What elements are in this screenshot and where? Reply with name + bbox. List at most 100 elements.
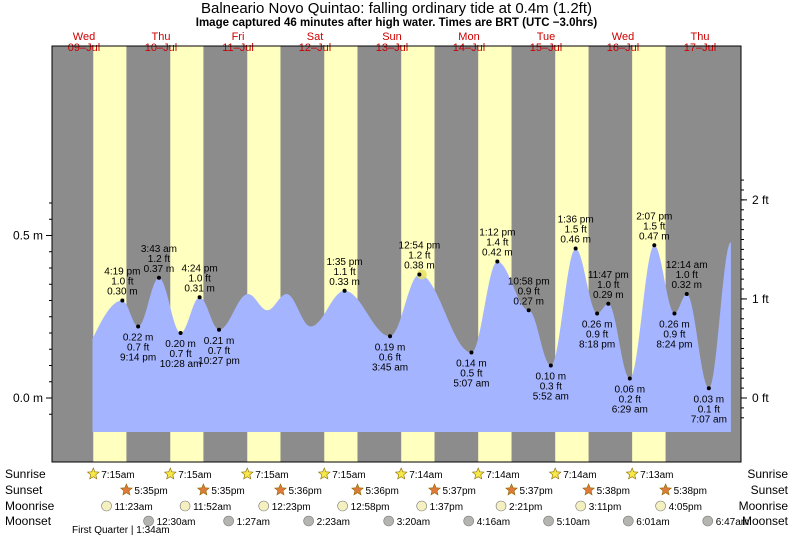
sunset-row-label-right: Sunset — [751, 483, 789, 497]
extreme-dot — [652, 243, 657, 248]
extreme-ft: 1.5 ft — [643, 221, 665, 232]
extreme-time: 8:24 pm — [656, 340, 692, 351]
extreme-time: 5:52 am — [533, 392, 569, 403]
extreme-dot — [706, 386, 711, 391]
extreme-ft: 1.2 ft — [408, 251, 430, 262]
extreme-m: 0.21 m — [204, 336, 235, 347]
sunrise-icon — [86, 467, 100, 480]
extreme-time: 10:28 am — [160, 359, 202, 370]
moonset-time: 2:23am — [317, 517, 350, 528]
extreme-dot — [469, 350, 474, 355]
moonrise-time: 12:23pm — [272, 502, 311, 513]
moonrise-icon — [416, 500, 427, 512]
day-name: Fri — [232, 31, 245, 43]
chart-subtitle: Image captured 46 minutes after high wat… — [196, 17, 598, 29]
y-tick-label-right: 2 ft — [752, 193, 769, 207]
sunset-icon — [582, 483, 596, 496]
extreme-dot — [573, 246, 578, 251]
day-date: 13–Jul — [376, 42, 408, 54]
moonset-time: 4:16am — [477, 517, 510, 528]
day-name: Thu — [691, 31, 710, 43]
extreme-dot — [548, 363, 553, 368]
sunset-time: 5:36pm — [288, 486, 321, 497]
sunrise-time: 7:15am — [178, 470, 211, 481]
extreme-ft: 1.4 ft — [486, 238, 508, 249]
extreme-m: 0.32 m — [671, 280, 702, 291]
extreme-m: 0.26 m — [659, 320, 690, 331]
sunrise-icon — [163, 467, 177, 480]
extreme-dot — [672, 311, 677, 316]
extreme-time: 7:07 am — [691, 414, 727, 425]
extreme-time: 5:07 am — [453, 379, 489, 390]
sunset-icon — [428, 483, 441, 496]
extreme-time: 9:14 pm — [120, 353, 156, 364]
moonrise-icon — [655, 500, 666, 512]
extreme-m: 0.47 m — [639, 231, 670, 242]
day-date: 09–Jul — [68, 42, 100, 54]
moonset-icon — [702, 515, 714, 527]
sunset-row-label-left: Sunset — [5, 483, 43, 497]
extreme-ft: 0.7 ft — [169, 349, 191, 360]
extreme-time: 1:36 pm — [558, 215, 594, 226]
extreme-dot — [606, 301, 611, 306]
extreme-time: 8:18 pm — [579, 340, 615, 351]
extreme-m: 0.03 m — [694, 394, 725, 405]
moonrise-icon — [337, 500, 348, 512]
sunrise-time: 7:15am — [332, 470, 365, 481]
sunset-time: 5:35pm — [211, 486, 244, 497]
extreme-ft: 0.2 ft — [619, 395, 641, 406]
sunset-icon — [119, 483, 133, 496]
sunrise-icon — [240, 467, 254, 480]
day-name: Mon — [458, 31, 479, 43]
moonset-time: 6:47am — [716, 517, 749, 528]
extreme-ft: 1.5 ft — [565, 225, 587, 236]
chart-title: Balneario Novo Quintao: falling ordinary… — [201, 0, 592, 17]
moon-phase-note: First Quarter | 1:34am — [72, 525, 170, 536]
extreme-ft: 0.7 ft — [208, 346, 230, 357]
extreme-m: 0.14 m — [456, 359, 487, 370]
day-date: 12–Jul — [299, 42, 331, 54]
extreme-m: 0.26 m — [582, 320, 613, 331]
sunrise-icon — [317, 467, 331, 480]
moonrise-time: 1:37pm — [430, 502, 463, 513]
moonrise-time: 11:52am — [193, 502, 231, 513]
moonrise-time: 12:58pm — [351, 502, 390, 513]
moonset-time: 5:10am — [557, 517, 590, 528]
sunset-time: 5:38pm — [674, 486, 707, 497]
sunrise-icon — [625, 467, 639, 480]
extreme-dot — [197, 295, 202, 300]
sunrise-row-label-left: Sunrise — [5, 467, 46, 481]
extreme-ft: 0.7 ft — [127, 343, 149, 354]
extreme-time: 4:19 pm — [104, 267, 140, 278]
day-name: Sat — [307, 31, 324, 43]
sunset-icon — [505, 483, 518, 496]
extreme-m: 0.33 m — [329, 277, 360, 288]
extreme-m: 0.20 m — [165, 339, 196, 350]
extreme-time: 1:12 pm — [479, 228, 515, 239]
extreme-m: 0.22 m — [123, 333, 154, 344]
moonset-row-label-left: Moonset — [5, 514, 52, 528]
extreme-dot — [156, 275, 161, 280]
sunset-time: 5:35pm — [134, 486, 167, 497]
moonset-icon — [303, 515, 314, 527]
moonset-icon — [223, 515, 234, 527]
extreme-ft: 1.0 ft — [188, 273, 210, 284]
day-name: Wed — [612, 31, 634, 43]
extreme-labels: 4:19 pm1.0 ft0.30 m0.22 m0.7 ft9:14 pm3:… — [104, 211, 727, 425]
extreme-m: 0.42 m — [482, 248, 513, 259]
extreme-m: 0.27 m — [513, 296, 544, 307]
extreme-time: 2:07 pm — [636, 211, 672, 222]
sunset-icon — [274, 483, 287, 496]
day-name: Sun — [382, 31, 402, 43]
extreme-ft: 0.5 ft — [460, 369, 482, 380]
day-name: Wed — [73, 31, 95, 43]
extreme-ft: 0.9 ft — [518, 286, 540, 297]
sunrise-row-label-right: Sunrise — [747, 467, 788, 481]
plot-border — [51, 45, 742, 463]
extreme-time: 6:29 am — [612, 405, 648, 416]
extreme-time: 12:54 pm — [399, 241, 441, 252]
extreme-dot — [417, 272, 422, 277]
sunrise-time: 7:13am — [640, 470, 673, 481]
extreme-dot — [526, 308, 531, 313]
